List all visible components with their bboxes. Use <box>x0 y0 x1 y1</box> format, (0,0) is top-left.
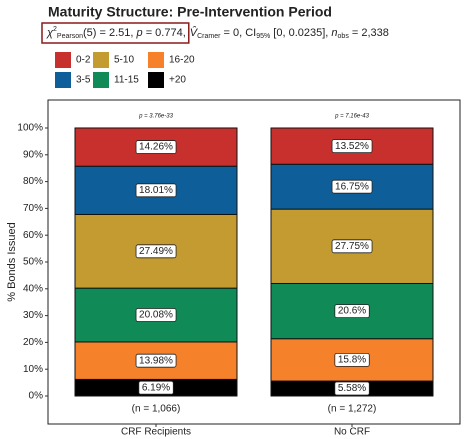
subtitle-part: = 2,338 <box>349 27 389 39</box>
value-label-box <box>331 179 373 194</box>
value-label-box <box>331 239 373 254</box>
legend-swatch <box>55 72 71 88</box>
p-label: p = 3.76e-33 <box>138 114 174 120</box>
y-tick-label: 50% <box>23 257 43 268</box>
subtitle-part: n <box>331 27 337 39</box>
legend-swatch <box>148 52 164 68</box>
highlight-box <box>41 22 190 44</box>
legend-label: 5-10 <box>114 55 134 66</box>
legend-label: 11-15 <box>114 75 139 86</box>
subtitle-part: 2 <box>53 26 57 33</box>
value-label-box <box>135 244 177 259</box>
subtitle: V̂Cramer = 0, CI95% [0, 0.0235], nobs = … <box>190 25 389 40</box>
value-label-box <box>135 140 177 154</box>
legend-swatch <box>55 52 71 68</box>
value-label: 16.75% <box>335 181 369 192</box>
y-tick-label: 40% <box>23 283 43 294</box>
value-label-group: 5.58% <box>334 381 370 396</box>
x-tick-label: CRF Recipients <box>121 427 191 438</box>
y-tick-label: 60% <box>23 230 43 241</box>
value-label-box <box>135 353 177 368</box>
value-label: 13.52% <box>335 141 369 152</box>
value-label: 18.01% <box>139 185 173 196</box>
y-tick-label: 10% <box>23 364 43 375</box>
value-label-box <box>331 139 373 154</box>
value-label: 14.26% <box>139 142 173 153</box>
n-label: (n = 1,272) <box>328 404 377 415</box>
y-tick-label: 20% <box>23 337 43 348</box>
value-label-group: 16.75% <box>331 179 373 194</box>
subtitle-part: 95% <box>256 33 270 40</box>
subtitle-part: p <box>136 27 143 39</box>
value-label-group: 15.8% <box>334 352 370 367</box>
value-label-group: 20.08% <box>135 308 177 322</box>
x-tick-label: No CRF <box>334 427 370 438</box>
subtitle-part: [0, 0.0235], <box>270 27 331 39</box>
value-label-group: 13.98% <box>135 353 177 368</box>
n-label: (n = 1,066) <box>132 404 181 415</box>
subtitle-part: χ <box>46 27 54 39</box>
legend-label: +20 <box>169 75 186 86</box>
value-label: 6.19% <box>142 382 170 393</box>
value-label-group: 6.19% <box>138 380 174 395</box>
y-axis-label: % Bonds Issued <box>6 222 18 302</box>
value-label: 15.8% <box>338 355 366 366</box>
value-label-group: 27.75% <box>331 239 373 254</box>
subtitle-part: V̂ <box>190 25 199 39</box>
subtitle-part: (5) = 2.51, <box>83 27 137 39</box>
subtitle-part: = 0, CI <box>220 27 256 39</box>
p-label: p = 7.16e-43 <box>334 114 370 120</box>
value-label: 5.58% <box>338 383 366 394</box>
y-tick-label: 90% <box>23 149 43 160</box>
value-label-box <box>138 380 174 395</box>
subtitle-part: = 0.774, <box>143 27 186 39</box>
y-tick-label: 0% <box>29 391 44 402</box>
value-label-group: 27.49% <box>135 244 177 259</box>
value-label: 27.75% <box>335 241 369 252</box>
value-label: 20.08% <box>139 310 173 321</box>
value-label-group: 20.6% <box>334 304 370 318</box>
subtitle-part: obs <box>338 33 350 40</box>
legend-swatch <box>93 72 109 88</box>
legend-label: 3-5 <box>76 75 91 86</box>
legend-label: 0-2 <box>76 55 91 66</box>
legend-swatch <box>93 52 109 68</box>
value-label-group: 18.01% <box>135 183 177 198</box>
value-label: 20.6% <box>338 306 366 317</box>
value-label-box <box>135 183 177 198</box>
value-label-box <box>135 308 177 322</box>
legend-label: 16-20 <box>169 55 195 66</box>
subtitle-part: Pearson <box>57 33 83 40</box>
y-tick-label: 100% <box>17 123 43 134</box>
y-tick-label: 80% <box>23 176 43 187</box>
value-label: 13.98% <box>139 355 173 366</box>
chart-title: Maturity Structure: Pre-Intervention Per… <box>48 4 332 20</box>
subtitle-part: Cramer <box>197 33 221 40</box>
value-label-group: 13.52% <box>331 139 373 154</box>
y-tick-label: 30% <box>23 310 43 321</box>
subtitle: χ2Pearson(5) = 2.51, p = 0.774, <box>46 26 186 40</box>
value-label-box <box>334 304 370 318</box>
legend-swatch <box>148 72 164 88</box>
value-label-box <box>334 352 370 367</box>
value-label-group: 14.26% <box>135 140 177 154</box>
value-label-box <box>334 381 370 396</box>
y-tick-label: 70% <box>23 203 43 214</box>
value-label: 27.49% <box>139 246 173 257</box>
